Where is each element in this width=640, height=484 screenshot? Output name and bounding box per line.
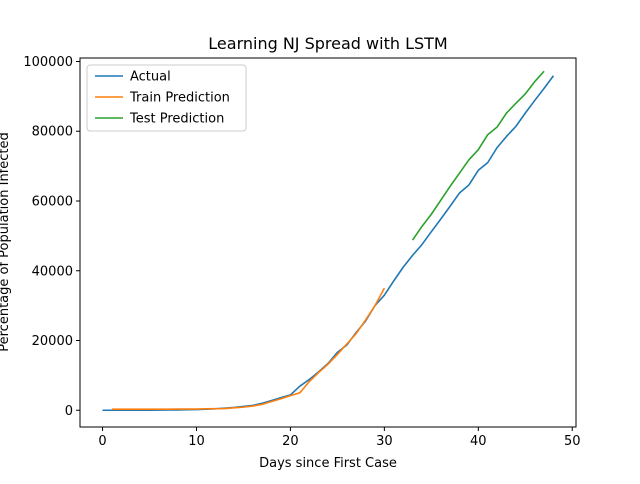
series-line-2 xyxy=(411,70,545,241)
x-tick-label: 50 xyxy=(564,434,581,449)
x-axis: 0 10 20 30 40 50 xyxy=(98,427,581,449)
x-tick-label: 10 xyxy=(188,434,205,449)
y-tick-label: 40000 xyxy=(32,264,73,279)
plot-frame xyxy=(79,57,577,428)
x-axis-label: Days since First Case xyxy=(259,456,397,471)
y-tick-label: 60000 xyxy=(32,194,73,209)
x-tick-label: 30 xyxy=(376,434,393,449)
legend: Actual Train Prediction Test Prediction xyxy=(86,64,247,132)
legend-label: Train Prediction xyxy=(129,91,230,106)
x-tick-label: 0 xyxy=(98,434,106,449)
series-line-1 xyxy=(111,287,386,411)
chart-title: Learning NJ Spread with LSTM xyxy=(208,34,447,53)
legend-box xyxy=(86,64,247,132)
legend-label: Actual xyxy=(130,70,171,85)
y-tick-label: 100000 xyxy=(23,55,73,70)
legend-label: Test Prediction xyxy=(129,112,224,127)
y-tick-label: 80000 xyxy=(32,125,73,140)
y-tick-label: 0 xyxy=(65,404,73,419)
x-tick-label: 20 xyxy=(282,434,299,449)
plot-lines xyxy=(102,70,555,412)
y-axis-label: Percentage of Population Infected xyxy=(0,132,12,352)
y-axis: 0 20000 40000 60000 80000 100000 xyxy=(23,55,80,419)
y-tick-label: 20000 xyxy=(32,334,73,349)
x-tick-label: 40 xyxy=(470,434,487,449)
